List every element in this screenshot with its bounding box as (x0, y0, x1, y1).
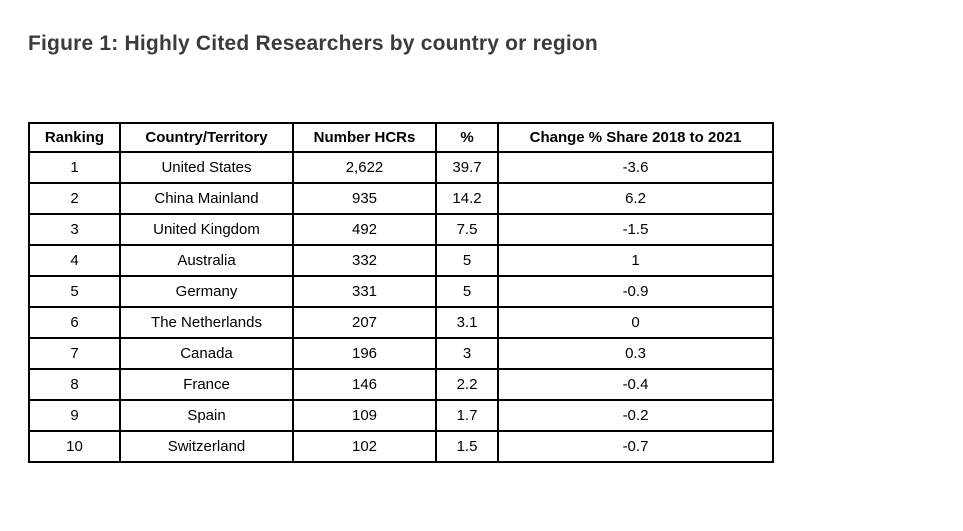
column-header-number-hcrs: Number HCRs (292, 122, 437, 153)
cell-change-share-2018-2021: 0 (497, 306, 774, 339)
table-header-row: Ranking Country/Territory Number HCRs % … (28, 122, 774, 153)
cell-country-territory: Canada (119, 337, 294, 370)
cell-ranking: 10 (28, 430, 121, 463)
cell-percent-share: 14.2 (435, 182, 499, 215)
cell-change-share-2018-2021: -0.7 (497, 430, 774, 463)
table-row: 2 China Mainland 935 14.2 6.2 (28, 182, 774, 215)
cell-country-territory: Spain (119, 399, 294, 432)
cell-country-territory: France (119, 368, 294, 401)
column-header-percent-share: % (435, 122, 499, 153)
cell-number-hcrs: 2,622 (292, 151, 437, 184)
cell-country-territory: Switzerland (119, 430, 294, 463)
table-body: 1 United States 2,622 39.7 -3.6 2 China Mainla… (28, 151, 774, 463)
cell-percent-share: 5 (435, 244, 499, 277)
table-row: 6 The Netherlands 207 3.1 0 (28, 306, 774, 339)
cell-change-share-2018-2021: 0.3 (497, 337, 774, 370)
cell-change-share-2018-2021: -1.5 (497, 213, 774, 246)
cell-percent-share: 7.5 (435, 213, 499, 246)
cell-country-territory: United Kingdom (119, 213, 294, 246)
cell-country-territory: Germany (119, 275, 294, 308)
cell-country-territory: The Netherlands (119, 306, 294, 339)
cell-ranking: 3 (28, 213, 121, 246)
cell-change-share-2018-2021: 6.2 (497, 182, 774, 215)
cell-number-hcrs: 109 (292, 399, 437, 432)
figure-title: Figure 1: Highly Cited Researchers by co… (28, 32, 598, 55)
cell-number-hcrs: 196 (292, 337, 437, 370)
cell-ranking: 8 (28, 368, 121, 401)
cell-ranking: 9 (28, 399, 121, 432)
cell-ranking: 6 (28, 306, 121, 339)
cell-number-hcrs: 102 (292, 430, 437, 463)
cell-ranking: 5 (28, 275, 121, 308)
cell-ranking: 4 (28, 244, 121, 277)
cell-country-territory: China Mainland (119, 182, 294, 215)
cell-change-share-2018-2021: -0.9 (497, 275, 774, 308)
cell-country-territory: United States (119, 151, 294, 184)
cell-change-share-2018-2021: 1 (497, 244, 774, 277)
cell-change-share-2018-2021: -3.6 (497, 151, 774, 184)
cell-percent-share: 3.1 (435, 306, 499, 339)
table-row: 3 United Kingdom 492 7.5 -1.5 (28, 213, 774, 246)
table-row: 9 Spain 109 1.7 -0.2 (28, 399, 774, 432)
hcr-country-table: Ranking Country/Territory Number HCRs % … (28, 122, 774, 463)
cell-percent-share: 1.7 (435, 399, 499, 432)
cell-change-share-2018-2021: -0.4 (497, 368, 774, 401)
cell-number-hcrs: 207 (292, 306, 437, 339)
cell-percent-share: 3 (435, 337, 499, 370)
column-header-ranking: Ranking (28, 122, 121, 153)
table-row: 4 Australia 332 5 1 (28, 244, 774, 277)
cell-ranking: 2 (28, 182, 121, 215)
cell-change-share-2018-2021: -0.2 (497, 399, 774, 432)
table-row: 8 France 146 2.2 -0.4 (28, 368, 774, 401)
cell-ranking: 7 (28, 337, 121, 370)
cell-number-hcrs: 331 (292, 275, 437, 308)
cell-number-hcrs: 332 (292, 244, 437, 277)
cell-percent-share: 1.5 (435, 430, 499, 463)
cell-number-hcrs: 935 (292, 182, 437, 215)
cell-ranking: 1 (28, 151, 121, 184)
column-header-change-share-2018-2021: Change % Share 2018 to 2021 (497, 122, 774, 153)
cell-percent-share: 5 (435, 275, 499, 308)
cell-percent-share: 39.7 (435, 151, 499, 184)
table-row: 5 Germany 331 5 -0.9 (28, 275, 774, 308)
cell-country-territory: Australia (119, 244, 294, 277)
table-row: 10 Switzerland 102 1.5 -0.7 (28, 430, 774, 463)
cell-number-hcrs: 492 (292, 213, 437, 246)
table-row: 7 Canada 196 3 0.3 (28, 337, 774, 370)
column-header-country-territory: Country/Territory (119, 122, 294, 153)
table-row: 1 United States 2,622 39.7 -3.6 (28, 151, 774, 184)
cell-percent-share: 2.2 (435, 368, 499, 401)
cell-number-hcrs: 146 (292, 368, 437, 401)
